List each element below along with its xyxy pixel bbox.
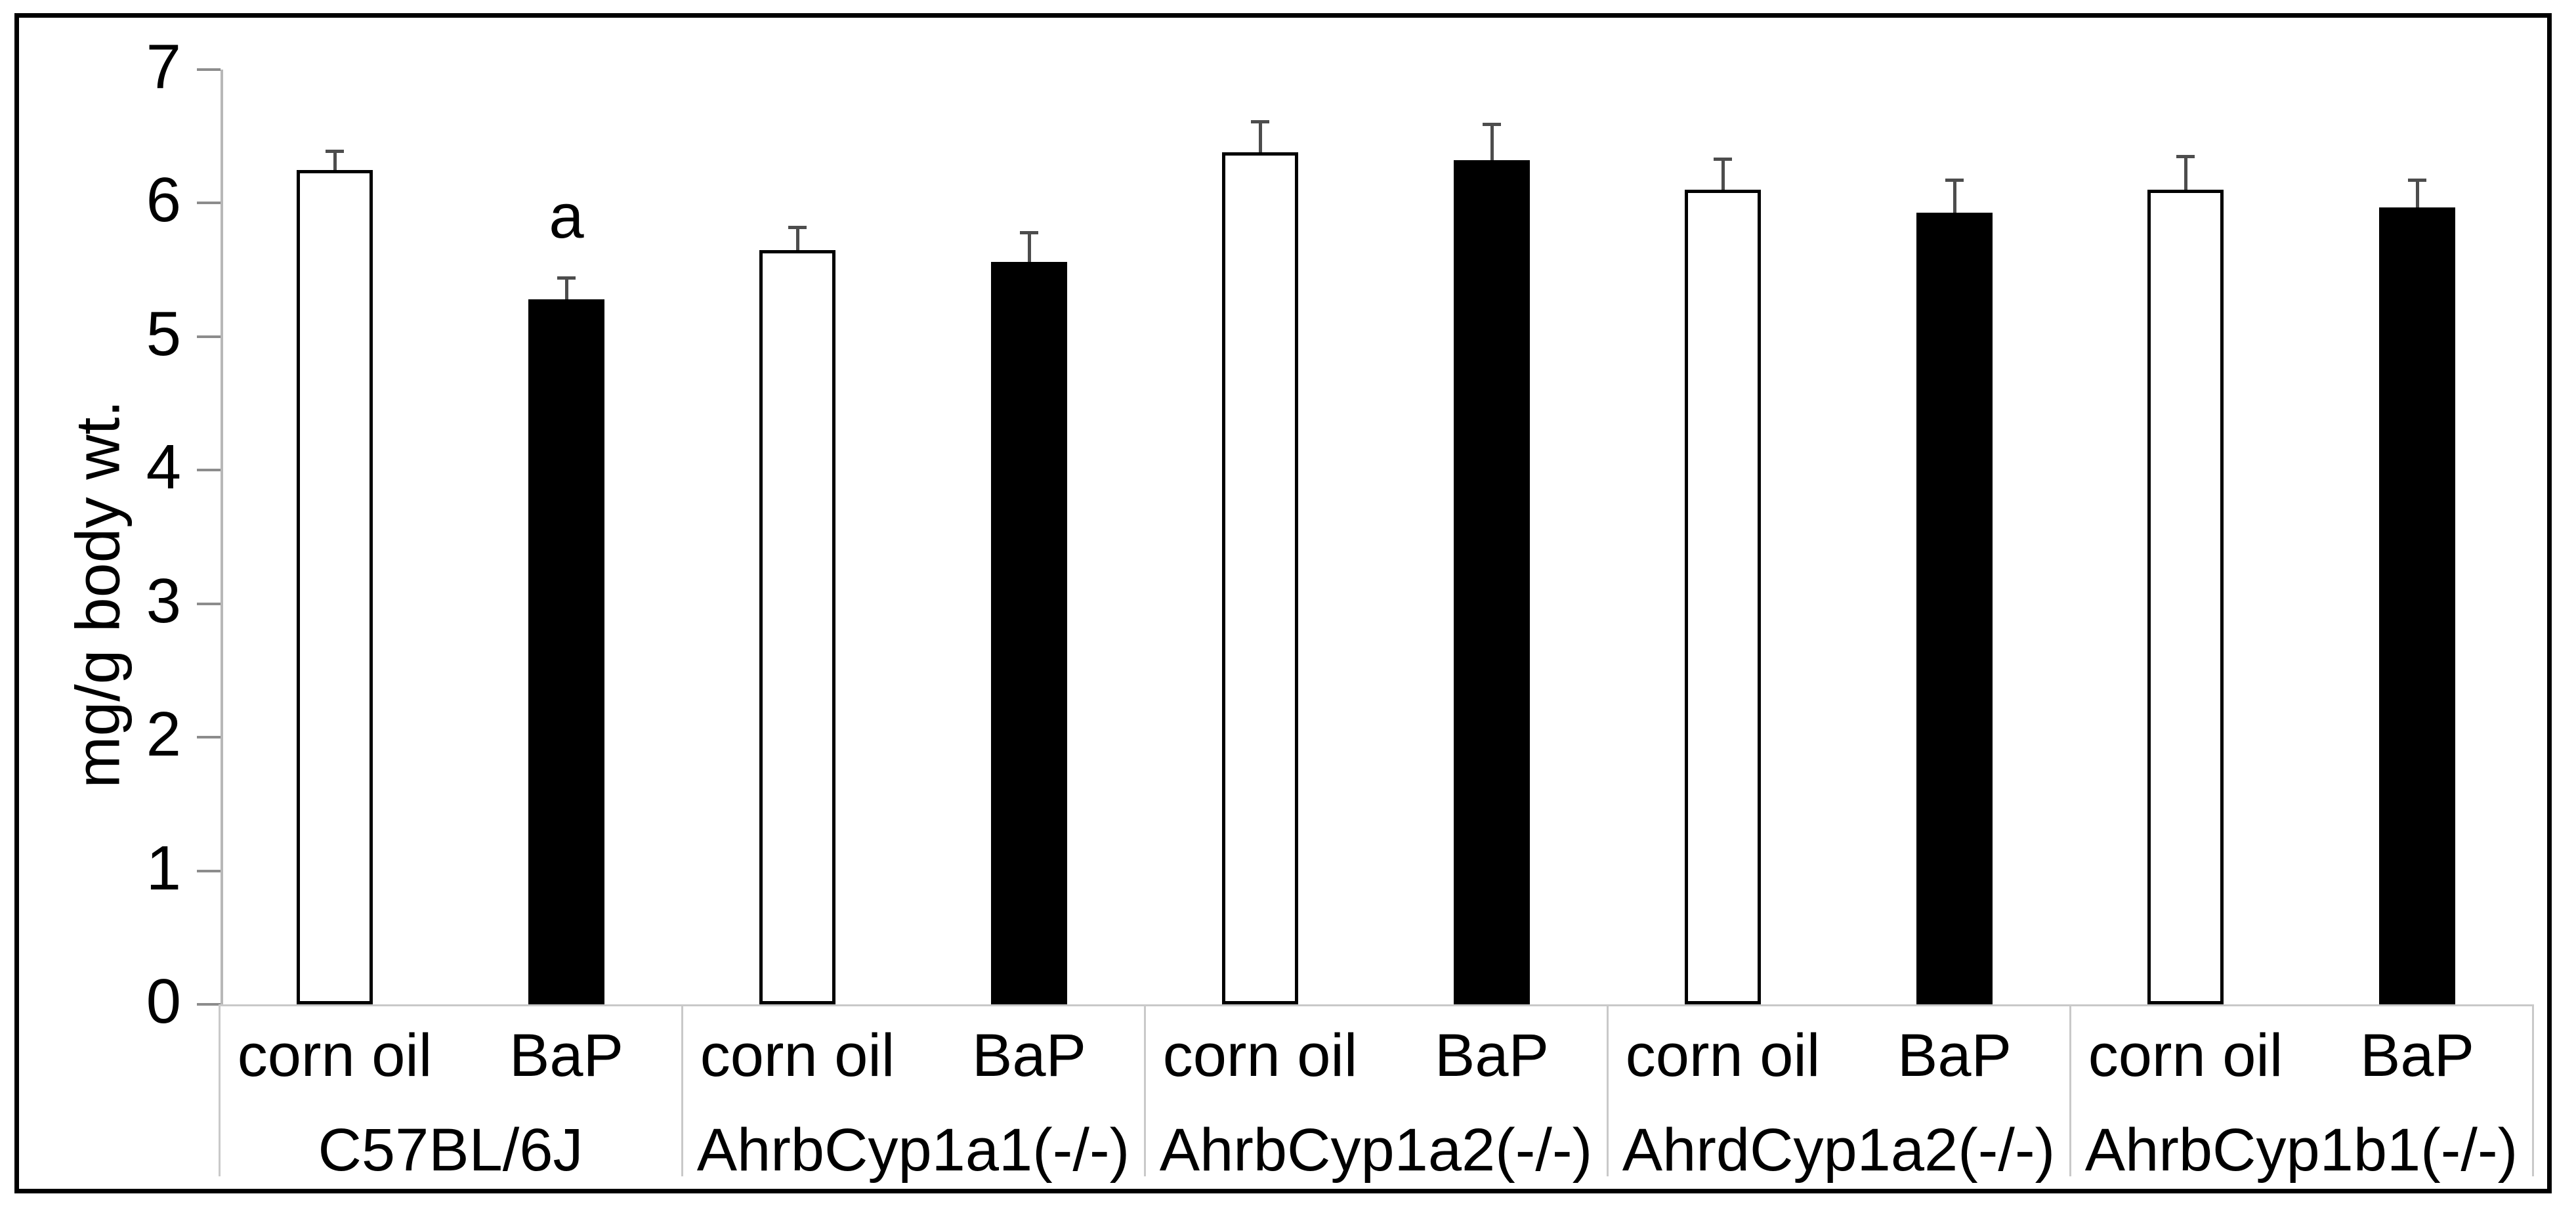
error-bar-cap xyxy=(1251,119,1269,123)
treatment-label: BaP xyxy=(1897,1022,2012,1089)
treatment-label: corn oil xyxy=(700,1022,895,1089)
strain-label: C57BL/6J xyxy=(318,1117,583,1184)
error-bar-cap xyxy=(2176,154,2195,158)
y-tick-mark xyxy=(197,1003,221,1006)
y-tick-label: 5 xyxy=(146,299,181,370)
bar-corn-oil xyxy=(2147,190,2224,1004)
error-bar-stem xyxy=(2415,180,2419,207)
error-bar-cap xyxy=(326,149,344,153)
error-bar-cap xyxy=(1483,122,1501,126)
treatment-label: corn oil xyxy=(1162,1022,1358,1089)
treatment-label: corn oil xyxy=(237,1022,433,1089)
strain-label: AhrbCyp1a2(-/-) xyxy=(1159,1117,1593,1184)
error-bar-cap xyxy=(1714,157,1732,161)
strain-label: AhrbCyp1a1(-/-) xyxy=(696,1117,1130,1184)
error-bar-cap xyxy=(557,276,576,280)
bar-bap xyxy=(2379,207,2455,1004)
treatment-label: BaP xyxy=(972,1022,1086,1089)
y-tick-label: 2 xyxy=(146,699,181,770)
y-tick-mark xyxy=(197,335,221,338)
error-bar-stem xyxy=(1953,180,1956,213)
y-tick-label: 1 xyxy=(146,832,181,903)
y-axis-line xyxy=(221,70,223,1006)
category-separator xyxy=(2069,1004,2071,1176)
strain-label: AhrbCyp1b1(-/-) xyxy=(2084,1117,2518,1184)
figure-border xyxy=(14,13,2552,1193)
category-separator xyxy=(1606,1004,1609,1176)
error-bar-stem xyxy=(795,227,799,250)
y-tick-mark xyxy=(197,602,221,605)
category-separator xyxy=(681,1004,683,1176)
y-tick-label: 0 xyxy=(146,966,181,1037)
bar-bap xyxy=(528,299,604,1004)
strain-label: AhrdCyp1a2(-/-) xyxy=(1622,1117,2056,1184)
y-tick-mark xyxy=(197,736,221,739)
y-tick-label: 4 xyxy=(146,432,181,503)
error-bar-stem xyxy=(564,278,568,299)
error-bar-stem xyxy=(1027,232,1031,262)
error-bar-cap xyxy=(2408,179,2426,182)
y-tick-mark xyxy=(197,469,221,472)
bar-bap xyxy=(1916,212,1993,1004)
error-bar-stem xyxy=(333,151,337,170)
error-bar-cap xyxy=(1945,179,1964,182)
bar-bap xyxy=(1454,160,1530,1004)
bar-corn-oil xyxy=(297,169,373,1004)
y-tick-mark xyxy=(197,68,221,71)
treatment-label: BaP xyxy=(2360,1022,2474,1089)
treatment-label: BaP xyxy=(1435,1022,1549,1089)
error-bar-stem xyxy=(1490,124,1494,161)
category-separator xyxy=(2531,1004,2534,1176)
error-bar-stem xyxy=(1721,159,1725,190)
y-tick-label: 3 xyxy=(146,565,181,636)
error-bar-cap xyxy=(1020,230,1038,234)
bar-corn-oil xyxy=(1685,190,1761,1004)
y-tick-mark xyxy=(197,869,221,872)
bar-corn-oil xyxy=(759,249,835,1004)
bar-bap xyxy=(991,261,1067,1004)
category-separator xyxy=(218,1004,221,1176)
y-tick-label: 6 xyxy=(146,165,181,236)
y-tick-label: 7 xyxy=(146,32,181,102)
x-axis-line xyxy=(219,1004,2533,1006)
error-bar-cap xyxy=(788,225,807,229)
treatment-label: corn oil xyxy=(1625,1022,1821,1089)
category-separator xyxy=(1143,1004,1146,1176)
error-bar-stem xyxy=(1258,121,1262,153)
y-tick-mark xyxy=(197,202,221,205)
bar-corn-oil xyxy=(1222,152,1298,1004)
error-bar-stem xyxy=(2184,156,2187,190)
treatment-label: corn oil xyxy=(2088,1022,2283,1089)
treatment-label: BaP xyxy=(509,1022,623,1089)
significance-label-a: a xyxy=(549,181,584,251)
